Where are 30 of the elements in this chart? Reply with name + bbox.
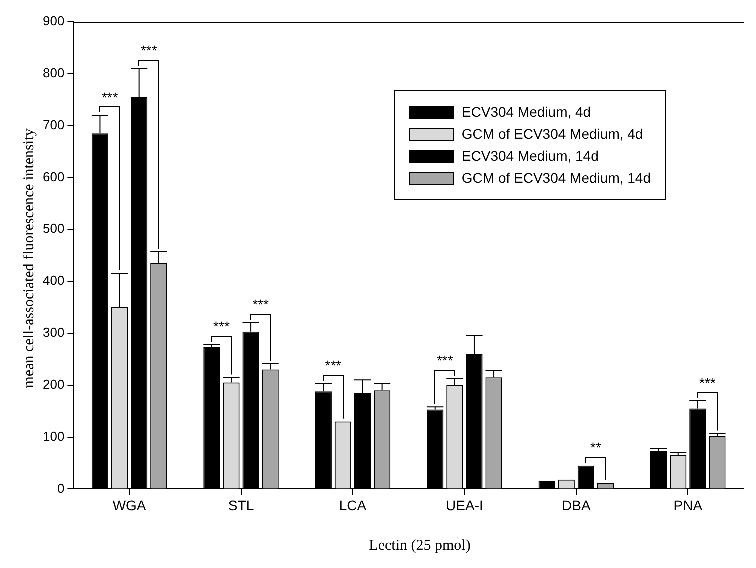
y-tick-label: 400 bbox=[42, 273, 65, 288]
x-axis-title: Lectin (25 pmol) bbox=[368, 538, 472, 555]
y-tick-label: 0 bbox=[57, 480, 65, 496]
x-tick-label: STL bbox=[228, 497, 254, 514]
annotation: *** bbox=[102, 89, 119, 106]
annotation: *** bbox=[700, 374, 716, 391]
legend-label: ECV304 Medium, 14d bbox=[460, 147, 600, 166]
y-tick-label: 700 bbox=[42, 117, 65, 132]
legend-label: GCM of ECV304 Medium, 14d bbox=[460, 169, 651, 188]
x-tick-label: DBA bbox=[562, 497, 592, 514]
legend-label: GCM of ECV304 Medium, 4d bbox=[460, 125, 644, 144]
y-tick-label: 300 bbox=[42, 325, 65, 340]
x-tick-label: PNA bbox=[674, 497, 704, 514]
annotation: *** bbox=[214, 318, 230, 335]
y-tick-label: 500 bbox=[42, 221, 65, 236]
y-tick-label: 800 bbox=[42, 65, 65, 80]
annotation: ** bbox=[590, 440, 602, 456]
annotation: *** bbox=[325, 358, 342, 374]
annotation: *** bbox=[436, 352, 454, 368]
annotation: *** bbox=[140, 42, 158, 59]
x-tick-label: WGA bbox=[112, 497, 147, 514]
x-tick-label: UEA-I bbox=[446, 497, 484, 514]
x-tick-label: LCA bbox=[339, 497, 368, 514]
y-tick-label: 600 bbox=[42, 169, 65, 184]
y-tick-label: 200 bbox=[42, 376, 65, 392]
y-axis-title: mean cell-associated fluorescence intensity bbox=[22, 128, 38, 390]
y-tick-label: 900 bbox=[42, 14, 65, 29]
legend-label: ECV304 Medium, 4d bbox=[460, 103, 592, 122]
y-tick-label: 100 bbox=[42, 428, 65, 444]
annotation: *** bbox=[252, 296, 270, 312]
